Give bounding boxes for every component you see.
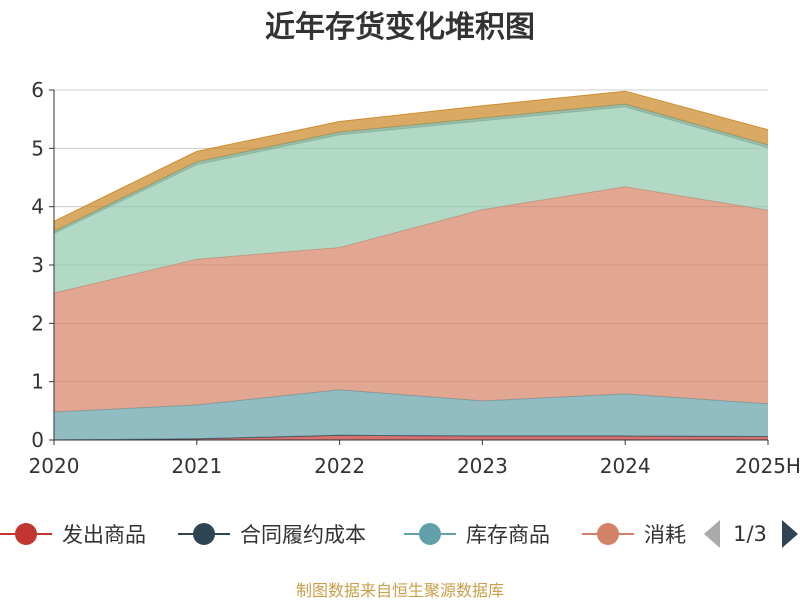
y-tick-label: 0 (31, 428, 44, 452)
area-库存商品 (54, 389, 768, 440)
y-tick-label: 1 (31, 370, 44, 394)
x-tick-label: 2022 (314, 454, 365, 478)
legend-label: 合同履约成本 (240, 523, 366, 547)
legend-label: 发出商品 (62, 523, 146, 547)
area-原材料 (54, 106, 768, 294)
line-合同履约成本 (53, 434, 769, 441)
x-tick-label: 2021 (171, 454, 222, 478)
legend-item[interactable]: 发出商品 (0, 523, 146, 547)
source-note: 制图数据来自恒生聚源数据库 (296, 581, 504, 600)
y-tick-label: 5 (31, 136, 44, 160)
line-在产品 (53, 90, 769, 222)
chart-title: 近年存货变化堆积图 (265, 10, 535, 45)
y-tick-label: 6 (31, 78, 44, 102)
legend-marker (193, 523, 215, 545)
legend-next-icon[interactable] (782, 520, 798, 548)
area-在产品 (54, 91, 768, 232)
legend-page-indicator: 1/3 (733, 522, 767, 546)
y-tick-label: 3 (31, 253, 44, 277)
x-tick-label: 2020 (29, 454, 80, 478)
area-series (53, 90, 769, 441)
legend-item[interactable]: 合同履约成本 (178, 523, 366, 547)
legend-marker (15, 523, 37, 545)
legend-prev-icon[interactable] (704, 520, 720, 548)
legend-marker (597, 523, 619, 545)
y-tick-label: 4 (31, 195, 44, 219)
x-tick-label: 2025H (735, 454, 800, 478)
legend: 发出商品 合同履约成本 库存商品 消耗 (0, 523, 686, 547)
area-消耗性生物资产 (54, 186, 768, 412)
y-tick-label: 2 (31, 311, 44, 335)
legend-item[interactable]: 消耗 (582, 523, 686, 547)
axes: 0 1 2 3 4 5 6 2020 2021 2022 2023 2024 2025H (29, 78, 800, 478)
legend-pager: 1/3 (704, 520, 798, 548)
area-发出商品 (54, 435, 768, 440)
legend-label: 消耗 (644, 523, 686, 547)
x-tick-label: 2024 (600, 454, 651, 478)
legend-label: 库存商品 (466, 523, 550, 547)
legend-marker (419, 523, 441, 545)
legend-item[interactable]: 库存商品 (404, 523, 550, 547)
x-tick-label: 2023 (457, 454, 508, 478)
